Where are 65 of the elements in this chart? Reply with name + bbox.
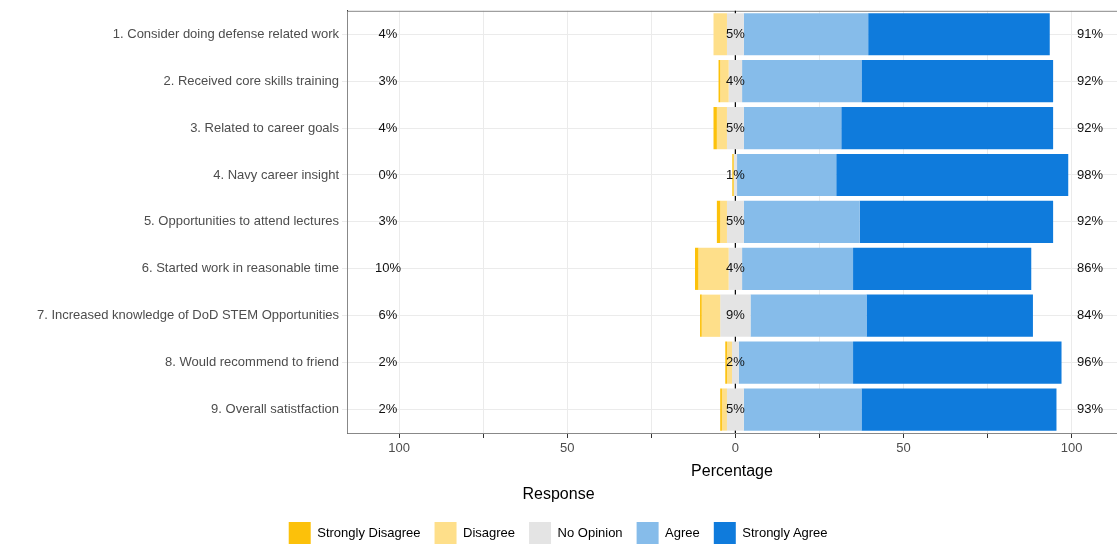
y-tick-label: 5. Opportunities to attend lectures	[143, 213, 340, 229]
bar	[836, 153, 1069, 197]
annotation: 10%	[374, 260, 402, 276]
annotation: 9%	[725, 307, 746, 323]
annotation: 5%	[725, 213, 746, 229]
annotation: 3%	[378, 72, 398, 88]
y-tick-label: 4. Navy career insight	[213, 166, 340, 182]
legend-label: Strongly Agree	[742, 524, 828, 540]
y-tick-label: 2. Received core skills training	[163, 72, 339, 88]
annotation: 6%	[378, 307, 398, 323]
annotation: 96%	[1076, 354, 1104, 370]
bar	[743, 388, 862, 431]
bar	[841, 106, 1054, 150]
annotation: 5%	[725, 401, 746, 417]
y-tick-label: 9. Overall satistfaction	[211, 401, 339, 417]
annotation: 4%	[725, 260, 746, 276]
bar	[743, 200, 860, 244]
bar	[743, 106, 842, 150]
bar	[716, 106, 727, 150]
annotation: 92%	[1076, 213, 1104, 229]
annotation: 2%	[378, 354, 398, 370]
legend-label: Agree	[665, 524, 700, 540]
y-tick-label: 8. Would recommend to friend	[165, 354, 339, 370]
bar	[743, 13, 869, 56]
x-tick-label: 100	[388, 440, 410, 456]
legend-label: Disagree	[463, 524, 516, 540]
annotation: 92%	[1076, 119, 1104, 135]
legend-title: Response	[522, 485, 595, 503]
annotation: 92%	[1076, 72, 1104, 88]
y-tick-label: 6. Started work in reasonable time	[141, 260, 339, 276]
x-axis-title: Percentage	[691, 461, 774, 479]
annotation: 0%	[378, 166, 398, 182]
y-tick-label: 1. Consider doing defense related work	[112, 25, 340, 41]
bar	[861, 60, 1054, 103]
annotation: 4%	[378, 119, 398, 135]
annotation: 84%	[1076, 307, 1104, 323]
annotation: 3%	[378, 213, 398, 229]
bar	[721, 388, 727, 431]
annotation: 2%	[378, 401, 398, 417]
bar	[701, 294, 721, 337]
annotation: 91%	[1076, 25, 1104, 41]
x-tick-label: 100	[1060, 440, 1083, 456]
legend-label: Strongly Disagree	[317, 524, 421, 540]
bar	[720, 200, 727, 244]
legend-label: No Opinion	[557, 524, 623, 540]
bar	[853, 247, 1032, 290]
x-tick-label: 50	[896, 440, 911, 456]
annotation: 86%	[1076, 260, 1104, 276]
annotation: 4%	[725, 72, 746, 88]
bar	[866, 294, 1033, 337]
y-tick-label: 7. Increased knowledge of DoD STEM Opportunities	[36, 307, 340, 323]
x-tick-label: 50	[560, 440, 575, 456]
annotation: 98%	[1076, 166, 1104, 182]
annotation: 4%	[378, 25, 398, 41]
annotation: 5%	[725, 25, 746, 41]
bar	[868, 13, 1050, 56]
bar	[750, 294, 867, 337]
bar	[861, 388, 1057, 431]
annotation: 5%	[725, 119, 746, 135]
bar	[853, 341, 1062, 384]
x-tick-label: 0	[731, 440, 739, 456]
y-tick-label: 3. Related to career goals	[190, 119, 340, 135]
annotation: 93%	[1076, 401, 1104, 417]
bar	[859, 200, 1054, 244]
bar	[713, 13, 727, 56]
